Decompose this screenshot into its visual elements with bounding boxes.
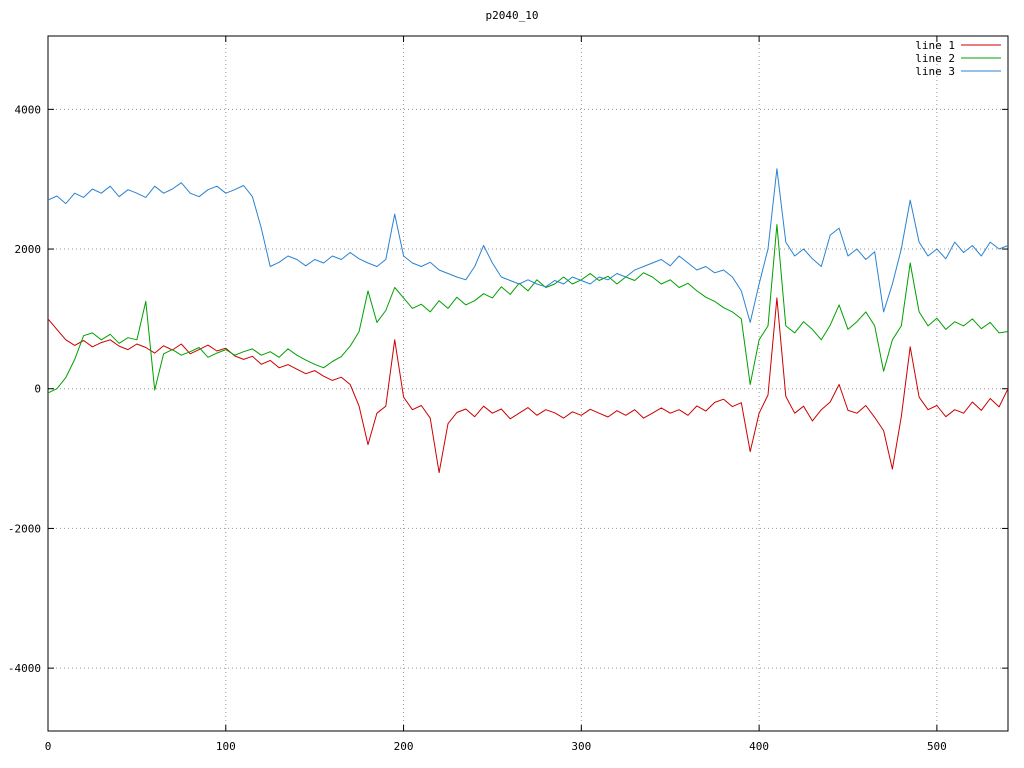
chart-title: p2040_10 — [485, 9, 539, 22]
x-axis-tick-label: 0 — [45, 740, 52, 753]
plot-border — [47, 35, 1009, 732]
y-axis-tick-label: 0 — [34, 383, 41, 396]
series-line-3 — [47, 168, 1009, 323]
x-axis-tick-label: 200 — [394, 740, 414, 753]
legend-label: line 1 — [915, 39, 955, 52]
x-axis-tick-label: 500 — [927, 740, 947, 753]
y-axis-tick-label: 4000 — [15, 103, 42, 116]
legend-label: line 3 — [915, 65, 955, 78]
series-line-1 — [47, 297, 1009, 474]
legend-label: line 2 — [915, 52, 955, 65]
y-axis-tick-label: -4000 — [8, 662, 41, 675]
x-axis-tick-label: 300 — [571, 740, 591, 753]
y-axis-tick-label: 2000 — [15, 243, 42, 256]
x-axis-tick-label: 400 — [749, 740, 769, 753]
series-line-2 — [47, 224, 1009, 394]
y-axis-tick-label: -2000 — [8, 522, 41, 535]
x-axis-tick-label: 100 — [216, 740, 236, 753]
